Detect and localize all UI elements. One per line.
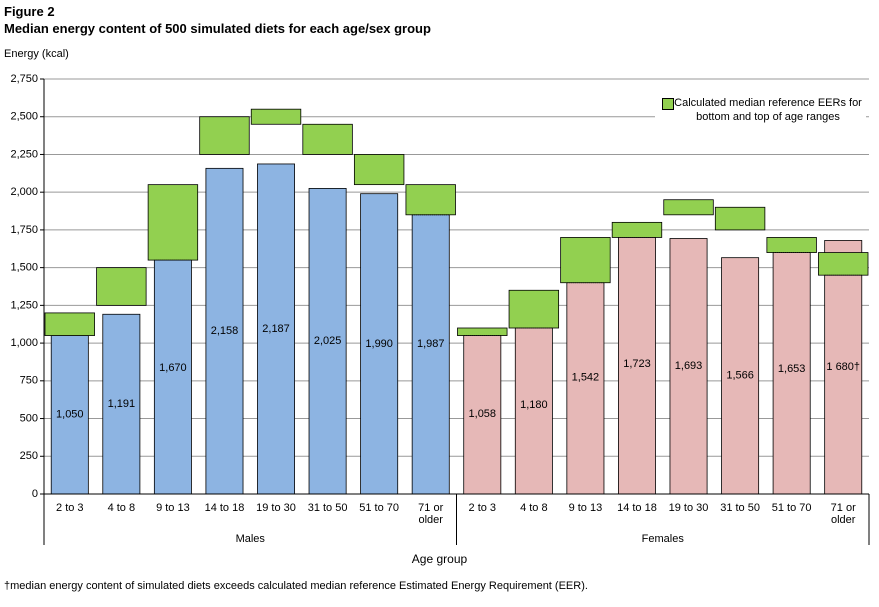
x-tick-label: 9 to 13 <box>568 502 603 514</box>
group-label: Males <box>236 533 266 545</box>
bar <box>618 233 656 495</box>
eer-range <box>766 237 817 253</box>
value-label: 1,990 <box>365 338 393 350</box>
y-tick-label: 2,500 <box>10 111 38 123</box>
eer-range <box>250 108 302 125</box>
eer-range <box>96 267 147 306</box>
value-label: 1,542 <box>572 372 600 384</box>
value-label: 1,566 <box>726 370 754 382</box>
eer-range <box>663 199 714 216</box>
x-tick-label: 4 to 8 <box>520 502 548 514</box>
x-tick-label: 71 or older <box>418 502 444 526</box>
bar <box>721 257 760 495</box>
x-tick-label: 19 to 30 <box>668 502 709 514</box>
value-label: 2,025 <box>314 335 342 347</box>
y-axis-label: Energy (kcal) <box>4 48 69 60</box>
bar <box>102 313 141 495</box>
value-label: 2,187 <box>262 323 290 335</box>
eer-range <box>508 289 560 329</box>
y-tick-label: 2,000 <box>10 186 38 198</box>
x-tick-label: 4 to 8 <box>107 502 136 514</box>
bar <box>308 188 347 495</box>
x-tick-label: 14 to 18 <box>204 502 245 514</box>
value-label: 1,180 <box>520 399 548 411</box>
value-label: 1,191 <box>108 398 136 410</box>
bar <box>153 241 192 495</box>
x-tick-label: 51 to 70 <box>771 502 812 514</box>
y-tick-label: 2,750 <box>10 73 38 85</box>
x-tick-label: 9 to 13 <box>156 502 190 514</box>
value-label: 1,693 <box>675 360 703 372</box>
value-label: 1,653 <box>778 363 806 375</box>
bar <box>669 238 708 495</box>
value-label: 1,050 <box>56 409 84 421</box>
y-tick-label: 500 <box>20 412 38 424</box>
x-tick-label: 71 or older <box>830 502 856 526</box>
y-tick-label: 1,750 <box>10 224 38 236</box>
y-tick-label: 0 <box>32 488 38 500</box>
figure-label: Figure 2 <box>4 4 55 19</box>
eer-range <box>405 184 456 216</box>
bar <box>257 163 295 495</box>
eer-range <box>818 252 869 276</box>
bar <box>824 240 863 495</box>
eer-range <box>44 312 95 336</box>
value-label: 2,158 <box>211 325 239 337</box>
bar <box>360 193 399 495</box>
x-tick-label: 2 to 3 <box>56 502 84 514</box>
x-tick-label: 31 to 50 <box>720 502 760 514</box>
bar <box>411 193 450 495</box>
eer-range <box>560 237 611 284</box>
bar <box>205 167 244 495</box>
value-label: 1,987 <box>417 338 445 350</box>
x-tick-label: 51 to 70 <box>359 502 400 514</box>
y-tick-label: 1,250 <box>10 299 38 311</box>
value-label: 1,670 <box>159 362 187 374</box>
eer-range <box>147 184 199 261</box>
eer-range <box>199 116 250 155</box>
footnote: †median energy content of simulated diet… <box>4 580 588 592</box>
y-tick-label: 2,250 <box>10 148 38 160</box>
x-axis-label: Age group <box>411 552 468 566</box>
eer-range <box>611 221 663 238</box>
x-tick-label: 31 to 50 <box>307 502 348 514</box>
x-tick-label: 14 to 18 <box>617 502 657 514</box>
y-tick-label: 250 <box>20 450 38 462</box>
eer-range <box>714 206 766 231</box>
chart-title: Median energy content of 500 simulated d… <box>4 21 431 36</box>
y-tick-label: 1,500 <box>10 262 38 274</box>
value-label: 1,723 <box>623 358 651 370</box>
bar <box>566 260 605 495</box>
legend: Calculated median reference EERs for bot… <box>655 92 866 130</box>
y-tick-label: 1,000 <box>10 337 38 349</box>
value-label: 1 680† <box>826 361 860 373</box>
legend-swatch <box>662 98 674 110</box>
eer-range <box>457 327 508 336</box>
group-label: Females <box>642 533 685 545</box>
x-tick-label: 19 to 30 <box>256 502 296 514</box>
legend-label: Calculated median reference EERs for bot… <box>674 97 862 123</box>
eer-range <box>353 154 405 186</box>
y-tick-label: 750 <box>20 375 38 387</box>
eer-range <box>302 123 353 155</box>
value-label: 1,058 <box>469 408 497 420</box>
x-tick-label: 2 to 3 <box>468 502 497 514</box>
bar <box>772 244 811 495</box>
